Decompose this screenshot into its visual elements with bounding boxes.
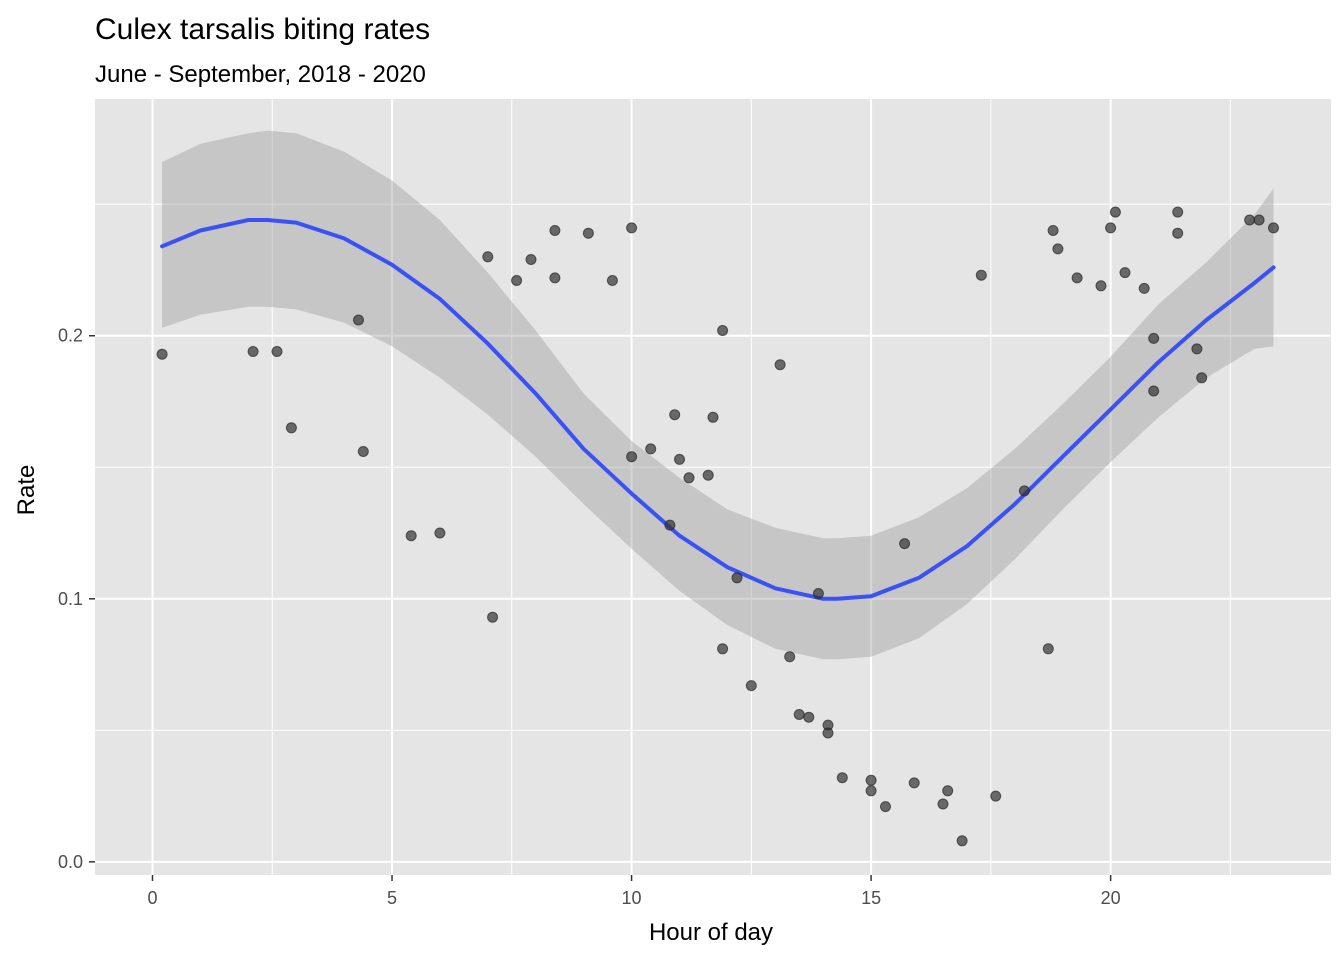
data-point xyxy=(1095,280,1107,292)
major-gridlines xyxy=(95,99,1331,875)
data-point xyxy=(511,275,523,286)
chart-subtitle: June - September, 2018 - 2020 xyxy=(95,61,426,88)
data-point xyxy=(357,446,369,457)
data-point xyxy=(702,469,714,481)
x-tick-label: 15 xyxy=(861,888,881,908)
data-point xyxy=(707,411,719,423)
data-point xyxy=(1071,272,1083,284)
y-axis-title: Rate xyxy=(13,465,40,516)
data-point xyxy=(247,346,259,357)
data-point xyxy=(626,222,638,234)
data-point xyxy=(717,643,729,655)
data-point xyxy=(975,269,987,281)
data-point xyxy=(717,325,729,336)
smooth-line xyxy=(160,218,1276,601)
data-point xyxy=(405,530,417,542)
y-axis-ticks: 0.0 0.1 0.2 xyxy=(58,326,95,872)
data-point xyxy=(1191,343,1203,355)
data-point xyxy=(1138,282,1150,294)
data-point xyxy=(956,835,968,847)
x-tick-label: 10 xyxy=(622,888,642,908)
data-point xyxy=(899,538,911,550)
data-point xyxy=(674,453,685,465)
y-tick-label: 0.1 xyxy=(58,589,83,609)
data-point xyxy=(525,254,537,265)
x-tick-label: 5 xyxy=(387,888,397,908)
data-point xyxy=(1148,332,1160,344)
data-point xyxy=(836,772,848,784)
data-point xyxy=(812,588,824,599)
plot-panel xyxy=(95,99,1331,875)
x-tick-label: 20 xyxy=(1101,888,1121,908)
data-point xyxy=(990,790,1002,802)
data-point xyxy=(1052,243,1064,255)
data-point xyxy=(1196,372,1208,384)
y-tick-label: 0.2 xyxy=(58,326,83,346)
minor-gridlines xyxy=(95,99,1331,875)
data-point xyxy=(482,251,494,263)
data-point xyxy=(669,409,681,421)
y-tick-label: 0.0 xyxy=(58,852,83,872)
data-point xyxy=(156,348,168,360)
data-point xyxy=(582,227,594,239)
data-point xyxy=(1018,485,1030,497)
data-point xyxy=(774,359,786,371)
data-point xyxy=(793,709,805,720)
data-point xyxy=(487,611,499,623)
x-tick-label: 0 xyxy=(147,888,157,908)
data-point xyxy=(745,680,757,692)
data-point xyxy=(549,272,561,284)
data-point xyxy=(434,527,446,539)
data-point xyxy=(1042,643,1054,655)
confidence-band xyxy=(162,130,1274,660)
data-point xyxy=(664,519,676,531)
smooth-line-layer xyxy=(160,218,1276,601)
data-point xyxy=(803,711,815,723)
data-point xyxy=(285,422,297,434)
data-point xyxy=(626,451,638,463)
data-point xyxy=(1119,267,1131,279)
data-point xyxy=(1105,222,1117,234)
chart-title: Culex tarsalis biting rates xyxy=(95,13,430,46)
data-point xyxy=(271,346,283,357)
data-point xyxy=(865,774,877,786)
data-point xyxy=(731,572,743,584)
data-point xyxy=(1047,225,1059,236)
data-point xyxy=(683,472,695,484)
data-point xyxy=(1244,214,1256,226)
data-point xyxy=(1148,385,1160,397)
x-axis-ticks: 0 5 10 15 20 xyxy=(147,875,1121,908)
data-point xyxy=(784,651,796,663)
data-point xyxy=(908,777,920,789)
data-point xyxy=(1172,227,1184,239)
data-point xyxy=(865,785,877,797)
data-point xyxy=(1172,206,1184,218)
x-axis-title: Hour of day xyxy=(649,919,773,946)
data-point xyxy=(880,801,891,813)
data-point xyxy=(1109,206,1121,218)
data-point xyxy=(942,785,954,797)
data-point xyxy=(645,443,657,455)
data-point xyxy=(822,727,834,739)
data-point xyxy=(1253,214,1265,226)
data-point xyxy=(353,314,364,326)
data-point xyxy=(606,275,618,286)
data-points xyxy=(156,206,1279,847)
confidence-band-layer xyxy=(162,130,1274,660)
data-point xyxy=(549,225,561,236)
data-point xyxy=(937,798,949,810)
data-point xyxy=(1268,222,1279,234)
